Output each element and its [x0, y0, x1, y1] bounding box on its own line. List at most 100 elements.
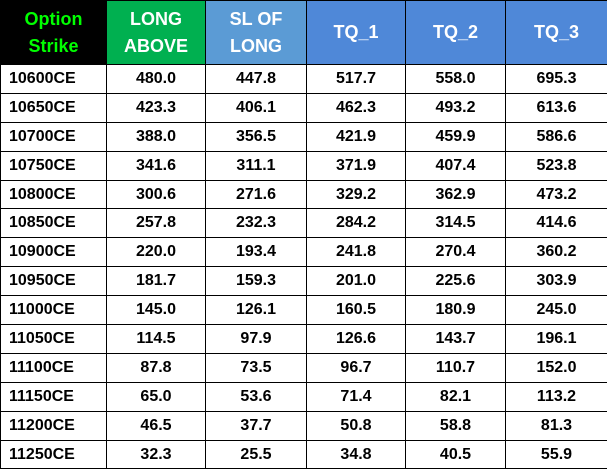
header-text: TQ_2	[432, 22, 479, 42]
value-cell: 459.9	[405, 121, 506, 152]
value-cell: 25.5	[205, 439, 307, 469]
table-row: 10950CE 181.7 159.3 201.0 225.6 303.9	[0, 266, 607, 297]
value-cell: 245.0	[505, 295, 607, 326]
value-cell: 58.8	[405, 410, 506, 441]
strike-cell: 10850CE	[0, 208, 107, 239]
value-cell: 241.8	[306, 237, 406, 268]
value-cell: 517.7	[306, 64, 406, 94]
value-cell: 152.0	[505, 352, 607, 383]
table-row: 10700CE 388.0 356.5 421.9 459.9 586.6	[0, 121, 607, 152]
value-cell: 447.8	[205, 64, 307, 94]
header-text: SL OF	[229, 8, 283, 29]
value-cell: 97.9	[205, 324, 307, 354]
value-cell: 126.6	[306, 324, 406, 354]
value-cell: 300.6	[106, 179, 206, 210]
header-text: Option	[24, 8, 83, 29]
value-cell: 271.6	[205, 179, 307, 210]
value-cell: 371.9	[306, 150, 406, 181]
value-cell: 181.7	[106, 266, 206, 297]
value-cell: 493.2	[405, 92, 506, 123]
value-cell: 232.3	[205, 208, 307, 239]
header-text: ABOVE	[123, 35, 188, 56]
header-cell: TQ_2	[405, 0, 506, 65]
value-cell: 406.1	[205, 92, 307, 123]
value-cell: 196.1	[505, 324, 607, 354]
value-cell: 356.5	[205, 121, 307, 152]
value-cell: 96.7	[306, 352, 406, 383]
value-cell: 32.3	[106, 439, 206, 469]
table-row: 11250CE 32.3 25.5 34.8 40.5 55.9	[0, 439, 607, 469]
value-cell: 303.9	[505, 266, 607, 297]
table-row: 11100CE 87.8 73.5 96.7 110.7 152.0	[0, 352, 607, 383]
value-cell: 311.1	[205, 150, 307, 181]
value-cell: 114.5	[106, 324, 206, 354]
value-cell: 270.4	[405, 237, 506, 268]
value-cell: 407.4	[405, 150, 506, 181]
value-cell: 34.8	[306, 439, 406, 469]
value-cell: 55.9	[505, 439, 607, 469]
value-cell: 159.3	[205, 266, 307, 297]
value-cell: 329.2	[306, 179, 406, 210]
value-cell: 314.5	[405, 208, 506, 239]
value-cell: 423.3	[106, 92, 206, 123]
value-cell: 462.3	[306, 92, 406, 123]
value-cell: 46.5	[106, 410, 206, 441]
value-cell: 257.8	[106, 208, 206, 239]
strike-cell: 10800CE	[0, 179, 107, 210]
value-cell: 284.2	[306, 208, 406, 239]
value-cell: 220.0	[106, 237, 206, 268]
table-row: 10600CE 480.0 447.8 517.7 558.0 695.3	[0, 64, 607, 94]
header-cell: SL OF LONG	[205, 0, 307, 65]
table-row: 11150CE 65.0 53.6 71.4 82.1 113.2	[0, 381, 607, 412]
value-cell: 362.9	[405, 179, 506, 210]
value-cell: 113.2	[505, 381, 607, 412]
value-cell: 225.6	[405, 266, 506, 297]
value-cell: 473.2	[505, 179, 607, 210]
table-body: 10600CE 480.0 447.8 517.7 558.0 695.3 10650CE 4…	[0, 64, 607, 469]
value-cell: 82.1	[405, 381, 506, 412]
value-cell: 145.0	[106, 295, 206, 326]
value-cell: 180.9	[405, 295, 506, 326]
strike-cell: 11200CE	[0, 410, 107, 441]
table-row: 10850CE 257.8 232.3 284.2 314.5 414.6	[0, 208, 607, 239]
value-cell: 160.5	[306, 295, 406, 326]
value-cell: 695.3	[505, 64, 607, 94]
value-cell: 586.6	[505, 121, 607, 152]
value-cell: 110.7	[405, 352, 506, 383]
value-cell: 523.8	[505, 150, 607, 181]
value-cell: 414.6	[505, 208, 607, 239]
value-cell: 421.9	[306, 121, 406, 152]
value-cell: 71.4	[306, 381, 406, 412]
table-row: 11200CE 46.5 37.7 50.8 58.8 81.3	[0, 410, 607, 441]
table-row: 11050CE 114.5 97.9 126.6 143.7 196.1	[0, 324, 607, 354]
strike-cell: 10650CE	[0, 92, 107, 123]
strike-cell: 11250CE	[0, 439, 107, 469]
strike-cell: 10900CE	[0, 237, 107, 268]
header-text: TQ_3	[533, 22, 580, 42]
strike-cell: 10950CE	[0, 266, 107, 297]
table-row: 10650CE 423.3 406.1 462.3 493.2 613.6	[0, 92, 607, 123]
value-cell: 613.6	[505, 92, 607, 123]
value-cell: 360.2	[505, 237, 607, 268]
strike-cell: 11050CE	[0, 324, 107, 354]
value-cell: 126.1	[205, 295, 307, 326]
header-text: TQ_1	[333, 22, 379, 42]
value-cell: 50.8	[306, 410, 406, 441]
header-cell: TQ_1	[306, 0, 406, 65]
value-cell: 37.7	[205, 410, 307, 441]
header-cell: Option Strike	[0, 0, 107, 65]
value-cell: 143.7	[405, 324, 506, 354]
header-row: Option Strike LONG ABOVE SL OF LONG TQ_1 TQ_2 TQ…	[0, 0, 607, 65]
strike-cell: 11150CE	[0, 381, 107, 412]
header-text: Strike	[28, 35, 79, 56]
value-cell: 558.0	[405, 64, 506, 94]
strike-cell: 10700CE	[0, 121, 107, 152]
strike-cell: 10600CE	[0, 64, 107, 94]
value-cell: 341.6	[106, 150, 206, 181]
value-cell: 193.4	[205, 237, 307, 268]
value-cell: 388.0	[106, 121, 206, 152]
header-text: LONG	[230, 35, 282, 56]
value-cell: 81.3	[505, 410, 607, 441]
